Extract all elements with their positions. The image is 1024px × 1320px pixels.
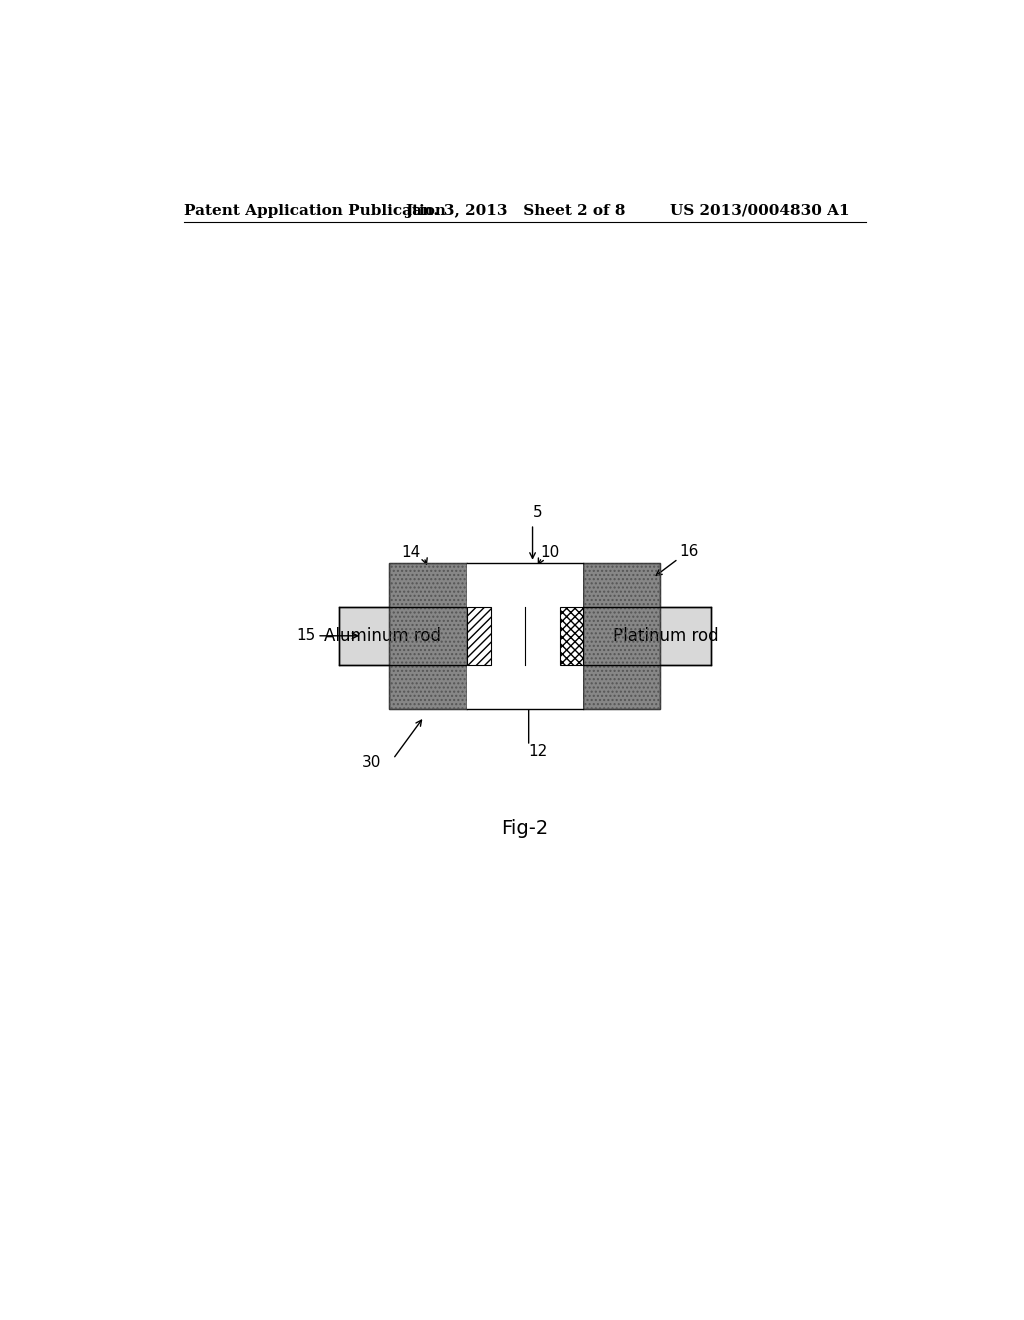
Text: 16: 16 [680,544,699,558]
Text: 5: 5 [532,506,542,520]
Text: 14: 14 [401,545,420,560]
Text: Jan. 3, 2013   Sheet 2 of 8: Jan. 3, 2013 Sheet 2 of 8 [406,203,626,218]
Bar [389,607,467,665]
Bar [622,607,711,665]
Text: Patent Application Publication: Patent Application Publication [183,203,445,218]
Bar [389,562,467,709]
Bar [583,562,660,709]
Bar [560,607,583,665]
Bar [467,562,583,709]
Text: 30: 30 [362,755,381,771]
Text: 10: 10 [541,545,559,560]
Text: 12: 12 [528,743,548,759]
Text: 15: 15 [296,628,315,643]
Text: Fig-2: Fig-2 [501,818,549,838]
Bar [339,607,428,665]
Text: US 2013/0004830 A1: US 2013/0004830 A1 [671,203,850,218]
Bar [467,607,492,665]
Text: Platinum rod: Platinum rod [613,627,719,644]
Bar [583,607,660,665]
Bar [389,562,467,709]
Bar [583,562,660,709]
Text: Aluminum rod: Aluminum rod [325,627,441,644]
